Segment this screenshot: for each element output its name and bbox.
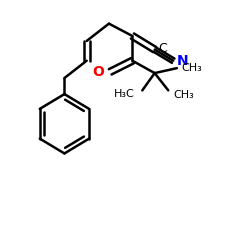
Text: N: N [177,54,188,68]
Text: O: O [92,65,104,79]
Text: H₃C: H₃C [114,89,135,99]
Text: CH₃: CH₃ [182,63,203,73]
Text: CH₃: CH₃ [173,90,194,100]
Text: C: C [158,42,167,55]
